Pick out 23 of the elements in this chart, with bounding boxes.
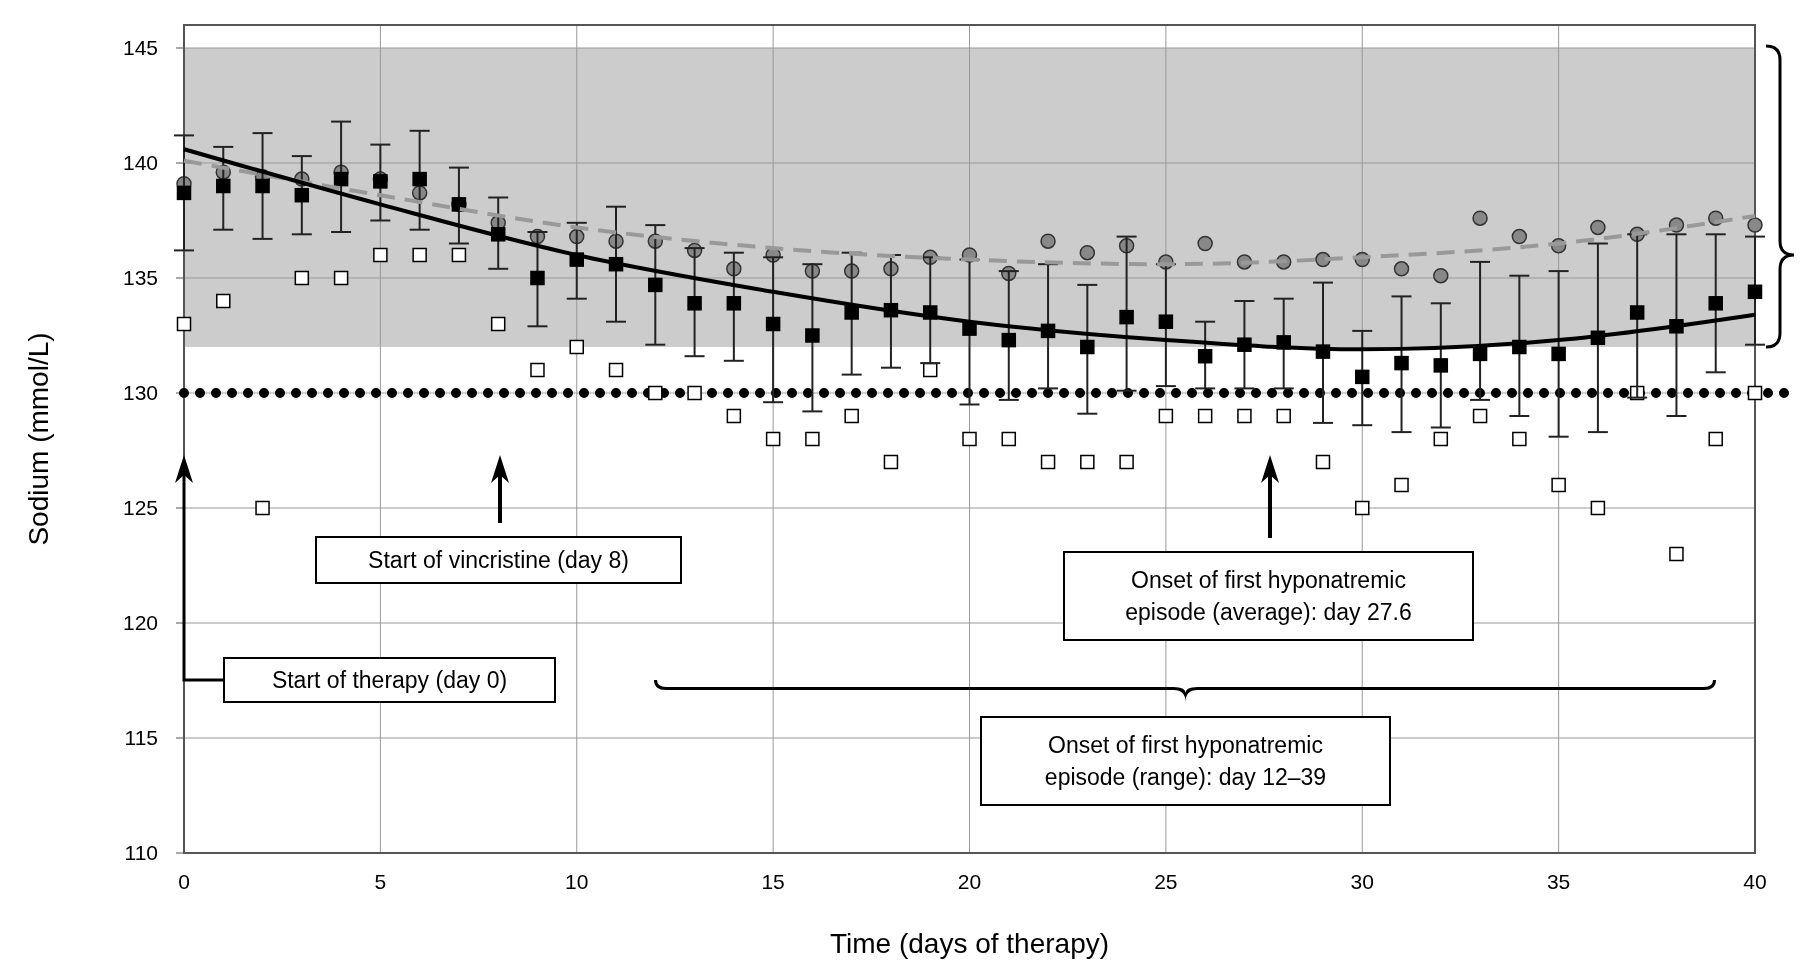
x-tick-label: 10 xyxy=(565,870,589,893)
x-tick-label: 25 xyxy=(1154,870,1178,893)
x-tick-label: 40 xyxy=(1743,870,1767,893)
x-tick-label: 5 xyxy=(374,870,387,893)
y-tick-label: 140 xyxy=(122,151,158,175)
y-tick-label: 145 xyxy=(122,36,158,60)
annotation: Onset of first hyponatremic episode (range): day 12–39 xyxy=(1044,732,1327,791)
y-tick-label: 125 xyxy=(122,496,158,520)
annotation: Start of vincristine (day 8) xyxy=(368,547,629,574)
x-tick-label: 20 xyxy=(957,870,982,893)
y-tick-label: 110 xyxy=(124,841,158,865)
annotation: Onset of first hyponatremic episode (average): day 27.6 xyxy=(1125,567,1412,626)
y-tick-label: 130 xyxy=(122,381,158,405)
annotation: Start of therapy (day 0) xyxy=(271,667,508,694)
x-tick-label: 0 xyxy=(178,870,190,893)
x-tick-label: 15 xyxy=(761,870,785,893)
x-axis-title: Time (days of therapy) xyxy=(829,928,1110,959)
y-tick-label: 135 xyxy=(122,266,158,290)
x-tick-label: 30 xyxy=(1350,870,1374,893)
y-axis-title: Sodium (mmol/L) xyxy=(23,332,54,546)
x-tick-label: 35 xyxy=(1546,870,1571,893)
y-tick-label: 120 xyxy=(122,611,158,635)
y-tick-label: 115 xyxy=(124,726,158,750)
